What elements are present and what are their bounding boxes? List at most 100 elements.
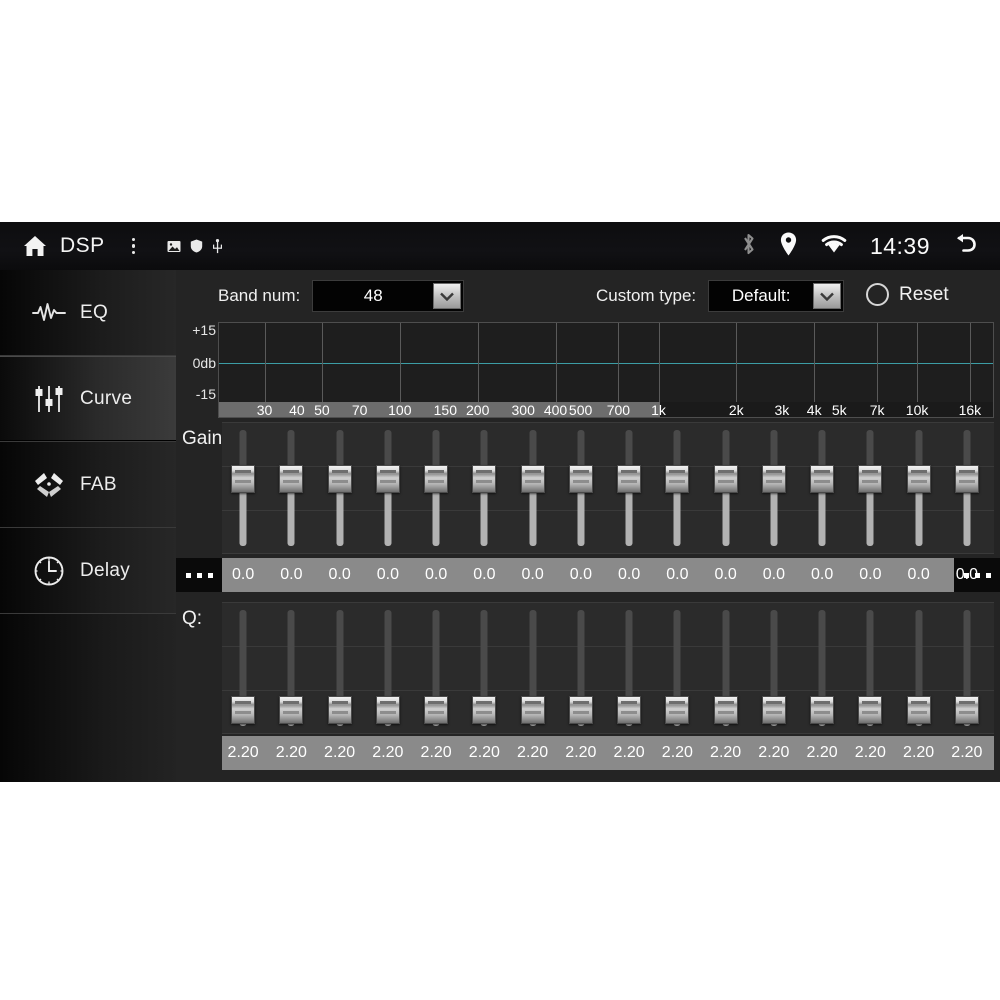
custom-type-dropdown[interactable]: Default: [708, 280, 845, 312]
q-slider-bank [222, 602, 994, 734]
gain-slider[interactable] [327, 430, 353, 546]
reset-button[interactable]: Reset [866, 283, 949, 306]
q-slider-knob[interactable] [327, 695, 352, 724]
gain-slider-knob[interactable] [520, 464, 545, 493]
q-slider-knob[interactable] [568, 695, 593, 724]
q-slider[interactable] [423, 610, 449, 726]
q-slider-knob[interactable] [231, 695, 256, 724]
gain-slider-knob[interactable] [617, 464, 642, 493]
frequency-scroll-thumb[interactable] [219, 402, 661, 417]
q-slider-knob[interactable] [906, 695, 931, 724]
frequency-tick-label: 4k [806, 402, 822, 418]
q-slider-track[interactable] [963, 610, 971, 726]
gain-slider-knob[interactable] [327, 464, 352, 493]
q-slider-knob[interactable] [472, 695, 497, 724]
q-slider[interactable] [568, 610, 594, 726]
q-slider[interactable] [375, 610, 401, 726]
gain-slider[interactable] [230, 430, 256, 546]
q-slider-knob[interactable] [858, 695, 883, 724]
gain-slider-knob[interactable] [954, 464, 979, 493]
gain-slider-knob[interactable] [424, 464, 449, 493]
q-slider-knob[interactable] [279, 695, 304, 724]
q-slider[interactable] [471, 610, 497, 726]
gain-slider-knob[interactable] [231, 464, 256, 493]
q-slider[interactable] [906, 610, 932, 726]
q-slider-track[interactable] [673, 610, 681, 726]
q-slider[interactable] [713, 610, 739, 726]
gain-slider[interactable] [857, 430, 883, 546]
gain-slider[interactable] [278, 430, 304, 546]
gain-slider[interactable] [568, 430, 594, 546]
q-slider[interactable] [664, 610, 690, 726]
q-slider[interactable] [230, 610, 256, 726]
band-num-dropdown[interactable]: 48 [312, 280, 465, 312]
q-slider-track[interactable] [384, 610, 392, 726]
eq-curve-chart[interactable]: +15 0db -15 30 40 50 70 100 150 200 300 400 500 70… [176, 322, 1000, 418]
q-slider[interactable] [761, 610, 787, 726]
gain-slider[interactable] [906, 430, 932, 546]
gain-slider-knob[interactable] [858, 464, 883, 493]
gain-slider[interactable] [375, 430, 401, 546]
gain-slider[interactable] [664, 430, 690, 546]
q-slider-track[interactable] [336, 610, 344, 726]
q-slider-track[interactable] [577, 610, 585, 726]
q-slider-knob[interactable] [954, 695, 979, 724]
q-slider-knob[interactable] [713, 695, 738, 724]
q-slider[interactable] [857, 610, 883, 726]
gain-slider[interactable] [713, 430, 739, 546]
q-slider-track[interactable] [480, 610, 488, 726]
q-slider-knob[interactable] [665, 695, 690, 724]
q-slider-track[interactable] [866, 610, 874, 726]
gain-slider-knob[interactable] [472, 464, 497, 493]
gain-slider[interactable] [616, 430, 642, 546]
q-slider[interactable] [520, 610, 546, 726]
gain-slider[interactable] [954, 430, 980, 546]
gain-slider-knob[interactable] [713, 464, 738, 493]
chevron-down-icon[interactable] [433, 283, 462, 309]
gain-slider[interactable] [761, 430, 787, 546]
q-slider[interactable] [616, 610, 642, 726]
q-slider-track[interactable] [529, 610, 537, 726]
sidebar-item-eq[interactable]: EQ [0, 270, 176, 356]
gain-slider-knob[interactable] [906, 464, 931, 493]
q-slider-track[interactable] [818, 610, 826, 726]
q-slider-knob[interactable] [761, 695, 786, 724]
gain-slider[interactable] [520, 430, 546, 546]
sidebar-item-curve[interactable]: Curve [0, 356, 176, 442]
chevron-down-icon[interactable] [813, 283, 842, 309]
q-slider-knob[interactable] [617, 695, 642, 724]
gain-slider-knob[interactable] [279, 464, 304, 493]
sidebar-empty-area [0, 614, 176, 782]
q-slider[interactable] [327, 610, 353, 726]
gain-slider[interactable] [471, 430, 497, 546]
q-slider-track[interactable] [625, 610, 633, 726]
q-slider-knob[interactable] [520, 695, 545, 724]
chart-frequency-axis[interactable]: 30 40 50 70 100 150 200 300 400 500 700 1k 2k 3k 4k 5k 7… [218, 402, 994, 418]
gain-slider-knob[interactable] [665, 464, 690, 493]
q-slider-knob[interactable] [810, 695, 835, 724]
home-icon[interactable] [22, 234, 48, 258]
q-slider[interactable] [278, 610, 304, 726]
more-vertical-icon[interactable] [125, 234, 143, 258]
sidebar-item-fab[interactable]: FAB [0, 442, 176, 528]
q-slider-track[interactable] [432, 610, 440, 726]
q-slider[interactable] [809, 610, 835, 726]
back-arrow-icon[interactable] [952, 233, 978, 260]
q-slider-track[interactable] [770, 610, 778, 726]
q-slider-track[interactable] [722, 610, 730, 726]
gain-slider-knob[interactable] [810, 464, 835, 493]
gain-slider-knob[interactable] [568, 464, 593, 493]
q-slider-knob[interactable] [375, 695, 400, 724]
gain-slider[interactable] [423, 430, 449, 546]
sidebar-item-delay[interactable]: Delay [0, 528, 176, 614]
gain-slider-knob[interactable] [375, 464, 400, 493]
q-slider-track[interactable] [915, 610, 923, 726]
gain-prev-page-button[interactable] [176, 558, 222, 592]
q-slider-knob[interactable] [424, 695, 449, 724]
q-slider-track[interactable] [287, 610, 295, 726]
q-slider[interactable] [954, 610, 980, 726]
gain-slider[interactable] [809, 430, 835, 546]
q-slider-track[interactable] [239, 610, 247, 726]
gain-slider-knob[interactable] [761, 464, 786, 493]
gain-next-page-button[interactable] [954, 558, 1000, 592]
